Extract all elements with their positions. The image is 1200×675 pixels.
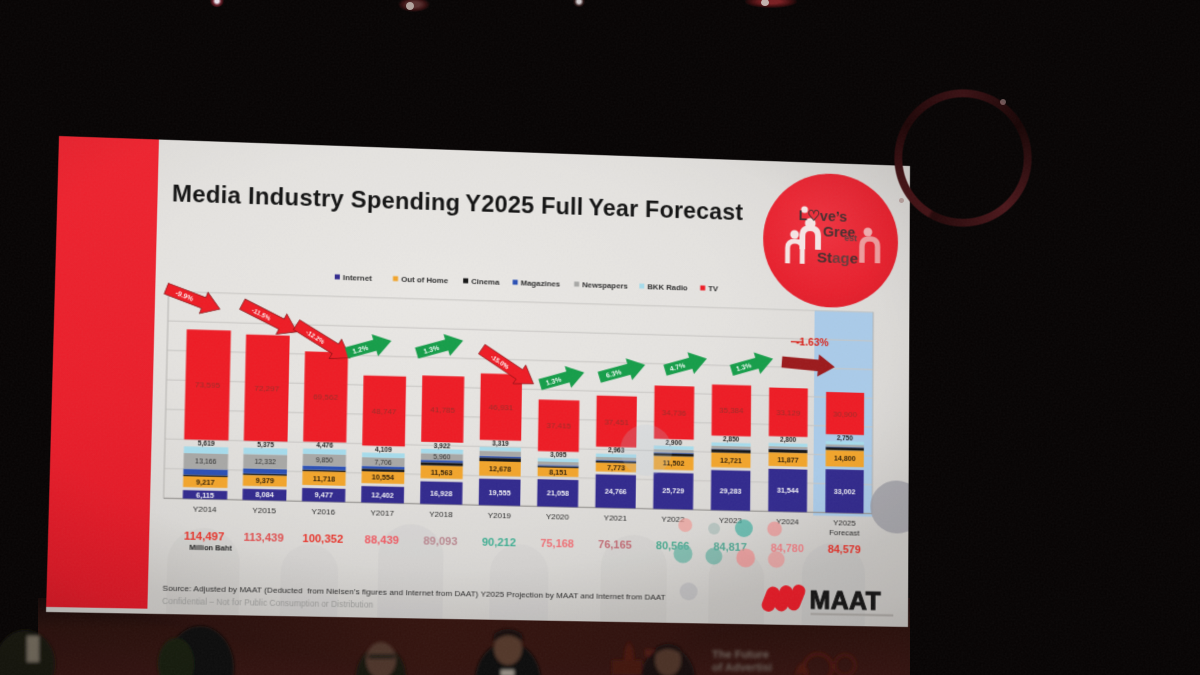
svg-text:of Advertisi: of Advertisi [712,662,772,674]
svg-text:The Future: The Future [712,649,769,661]
